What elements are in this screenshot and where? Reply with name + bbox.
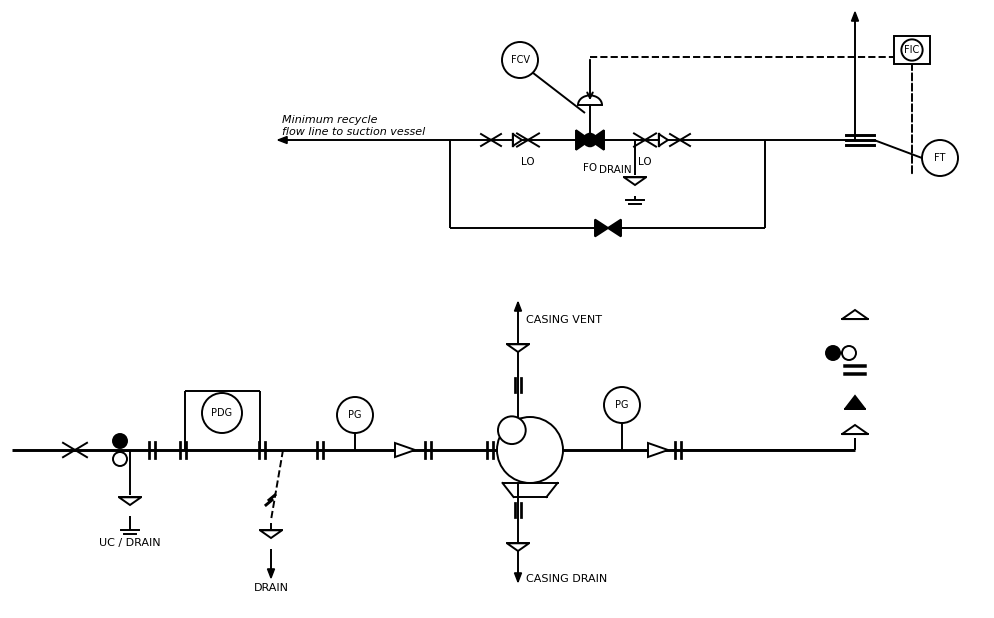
Polygon shape <box>119 497 141 505</box>
Bar <box>893 36 929 64</box>
Circle shape <box>921 140 957 176</box>
Polygon shape <box>507 344 529 352</box>
Polygon shape <box>841 425 867 434</box>
Polygon shape <box>259 530 281 538</box>
Circle shape <box>497 417 525 444</box>
Circle shape <box>841 346 855 360</box>
Polygon shape <box>514 573 521 582</box>
Polygon shape <box>607 219 620 237</box>
Text: FT: FT <box>933 153 944 163</box>
Polygon shape <box>589 130 603 150</box>
Text: FCV: FCV <box>510 55 529 65</box>
Polygon shape <box>395 443 414 457</box>
Circle shape <box>337 397 373 433</box>
Text: PG: PG <box>614 400 628 410</box>
Text: FIC: FIC <box>904 45 918 55</box>
Text: LO: LO <box>637 157 651 167</box>
Polygon shape <box>658 134 667 146</box>
Polygon shape <box>514 302 521 311</box>
Circle shape <box>603 387 639 423</box>
Circle shape <box>113 452 127 466</box>
Polygon shape <box>841 310 867 319</box>
Polygon shape <box>623 177 645 185</box>
Circle shape <box>202 393 242 433</box>
Circle shape <box>496 417 563 483</box>
Circle shape <box>901 40 921 61</box>
Text: UC / DRAIN: UC / DRAIN <box>99 538 161 548</box>
Polygon shape <box>267 569 274 578</box>
Text: PDG: PDG <box>212 408 233 418</box>
Polygon shape <box>507 543 529 551</box>
Circle shape <box>113 434 127 448</box>
Polygon shape <box>594 219 607 237</box>
Polygon shape <box>513 134 522 146</box>
Polygon shape <box>647 443 667 457</box>
Text: LO: LO <box>521 157 535 167</box>
Text: PG: PG <box>348 410 362 420</box>
Text: FO: FO <box>582 163 596 173</box>
Circle shape <box>502 42 538 78</box>
Text: Minimum recycle
flow line to suction vessel: Minimum recycle flow line to suction ves… <box>281 115 424 137</box>
Circle shape <box>583 133 595 146</box>
Polygon shape <box>844 396 864 409</box>
Circle shape <box>825 346 839 360</box>
Polygon shape <box>851 12 858 21</box>
Text: DRAIN: DRAIN <box>598 165 631 175</box>
Text: CASING DRAIN: CASING DRAIN <box>526 574 606 584</box>
Polygon shape <box>576 130 589 150</box>
Text: CASING VENT: CASING VENT <box>526 315 601 325</box>
Polygon shape <box>277 137 287 143</box>
Text: DRAIN: DRAIN <box>253 583 288 593</box>
